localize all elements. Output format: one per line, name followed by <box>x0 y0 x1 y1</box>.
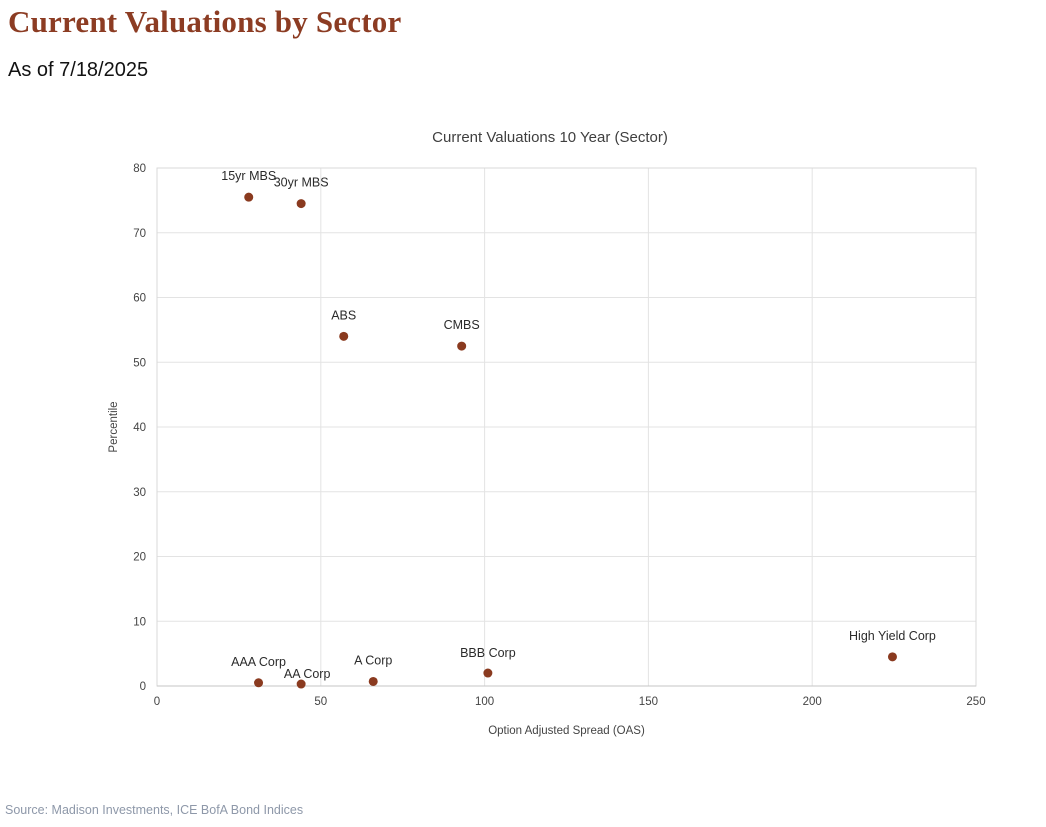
x-tick-label: 100 <box>475 696 494 708</box>
data-point-label: 15yr MBS <box>221 169 276 183</box>
data-point-label: AA Corp <box>284 667 331 681</box>
source-note: Source: Madison Investments, ICE BofA Bo… <box>5 803 304 817</box>
y-tick-label: 30 <box>133 487 146 499</box>
chart-title: Current Valuations 10 Year (Sector) <box>432 129 668 146</box>
data-point <box>296 679 306 689</box>
y-tick-label: 80 <box>133 163 146 175</box>
page-title: Current Valuations by Sector <box>8 4 402 39</box>
data-point-label: ABS <box>331 308 356 322</box>
data-point <box>244 192 254 202</box>
x-tick-label: 200 <box>803 696 822 708</box>
data-point <box>296 199 306 209</box>
as-of-date: As of 7/18/2025 <box>8 59 149 81</box>
y-tick-label: 50 <box>133 357 146 369</box>
y-tick-label: 60 <box>133 293 146 305</box>
y-tick-label: 40 <box>133 422 146 434</box>
data-point <box>254 678 264 688</box>
x-tick-label: 250 <box>966 696 985 708</box>
x-tick-label: 0 <box>154 696 160 708</box>
data-point-label: 30yr MBS <box>274 176 329 190</box>
y-tick-label: 20 <box>133 552 146 564</box>
data-point <box>483 668 493 678</box>
x-axis-title: Option Adjusted Spread (OAS) <box>488 725 645 737</box>
y-tick-label: 70 <box>133 228 146 240</box>
x-tick-label: 150 <box>639 696 658 708</box>
data-point <box>339 331 349 341</box>
y-tick-label: 0 <box>140 681 146 693</box>
data-point <box>368 676 378 686</box>
y-axis-title: Percentile <box>108 401 120 452</box>
data-point <box>457 341 467 351</box>
data-point-label: A Corp <box>354 653 392 667</box>
data-point-label: BBB Corp <box>460 646 516 660</box>
data-point-label: CMBS <box>444 318 480 332</box>
data-point-label: AAA Corp <box>231 655 286 669</box>
x-tick-label: 50 <box>314 696 327 708</box>
data-point <box>887 652 897 662</box>
y-tick-label: 10 <box>133 616 146 628</box>
data-point-label: High Yield Corp <box>849 629 936 643</box>
